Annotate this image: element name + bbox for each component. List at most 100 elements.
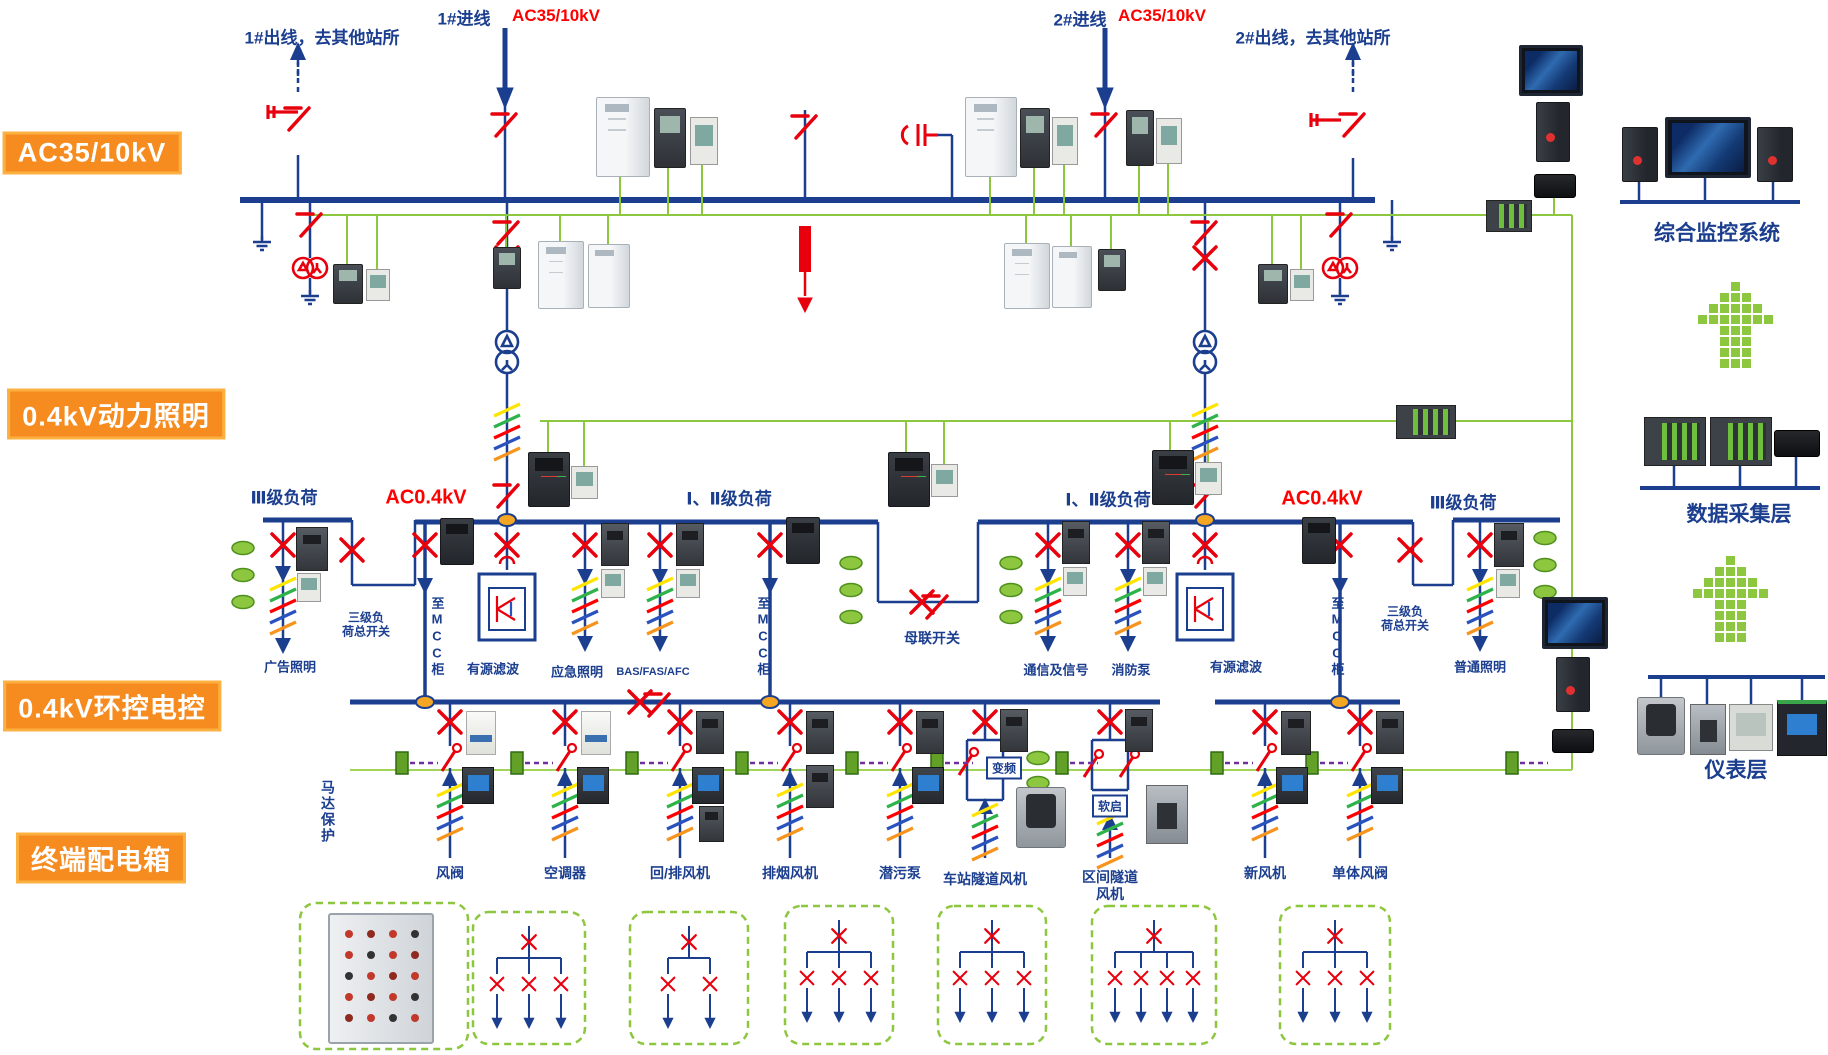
power-meter-image: [571, 466, 598, 499]
protection-relay-image: [1098, 249, 1126, 291]
label-bus-tie: 母联开关: [904, 630, 960, 646]
computer-tower-image: [1757, 127, 1793, 182]
power-meter-image: [1496, 569, 1520, 598]
label-vfd-box: 变频: [985, 756, 1023, 780]
panel-meter-image: [692, 767, 724, 804]
power-meter-image: [1156, 118, 1182, 164]
multifunction-meter-image: [1729, 704, 1773, 751]
computer-tower-image: [1536, 102, 1570, 162]
label-emergency-lighting: 应急照明: [550, 664, 604, 680]
label-bas-fas-afc: BAS/FAS/AFC: [616, 666, 690, 678]
label-single-air-valve: 单体风阀: [1332, 865, 1388, 881]
protection-relay-image: [493, 247, 521, 289]
label-soft-start-box: 软启: [1091, 794, 1129, 818]
molded-case-breaker-image: [916, 711, 944, 754]
protection-relay-image: [654, 108, 686, 168]
label-instrument-layer: 仪表层: [1704, 759, 1768, 782]
switchgear-cabinet-image: [538, 241, 584, 309]
mcb-breaker-image: [466, 711, 496, 755]
panel-meter-image: [1371, 767, 1403, 804]
air-circuit-breaker-image: [440, 518, 474, 565]
label-smoke-fan: 排烟风机: [762, 865, 818, 881]
molded-case-breaker-image: [1142, 521, 1170, 564]
label-data-acquisition-layer: 数据采集层: [1686, 503, 1792, 526]
air-circuit-breaker-image: [1152, 450, 1194, 505]
panel-meter-image: [577, 767, 609, 804]
protection-relay-image: [1020, 108, 1050, 168]
protection-relay-image: [1126, 110, 1154, 166]
power-meter-image: [1143, 567, 1167, 596]
label-load3-right: Ⅲ级负荷: [1429, 493, 1497, 513]
label-outgoing-1: 1#出线，去其他站所: [244, 28, 400, 48]
power-meter-image: [1290, 269, 1314, 301]
protection-relay-image: [333, 264, 363, 304]
molded-case-breaker-image: [676, 523, 704, 566]
label-l3-main-switch-right: 三级负 荷总开关: [1380, 604, 1430, 633]
label-load3-left: Ⅲ级负荷: [250, 488, 318, 508]
label-ac04-right: AC0.4kV: [1281, 487, 1363, 510]
switchgear-cabinet-image: [1004, 243, 1050, 309]
power-meter-image: [1052, 117, 1078, 165]
switchgear-cabinet-image: [596, 97, 650, 177]
molded-case-breaker-image: [1376, 711, 1404, 754]
network-switch-image: [1534, 174, 1576, 198]
label-interval-tunnel-fan: 区间隧道 风机: [1082, 869, 1138, 902]
label-active-filter-left: 有源滤波: [466, 661, 520, 677]
soft-starter-image: [1690, 704, 1726, 755]
label-sewage-pump: 潜污泵: [879, 865, 921, 881]
switchgear-cabinet-image: [1052, 246, 1092, 308]
label-incoming-2-voltage: AC35/10kV: [1118, 6, 1206, 25]
switchgear-cabinet-image: [965, 97, 1017, 177]
label-active-filter-right: 有源滤波: [1209, 659, 1263, 675]
label-load12-right: Ⅰ、Ⅱ级负荷: [1065, 490, 1151, 510]
power-meter-image: [1195, 462, 1222, 495]
digital-meter-image: [1777, 700, 1827, 756]
label-normal-lighting: 普通照明: [1453, 659, 1507, 675]
air-circuit-breaker-image: [528, 452, 570, 507]
section-04-env: 0.4kV环控电控: [3, 680, 221, 732]
label-to-mcc-3: 至MCC柜: [1329, 596, 1345, 678]
molded-case-breaker-image: [1062, 521, 1090, 564]
label-fire-pump: 消防泵: [1111, 662, 1151, 678]
mcb-breaker-image: [581, 711, 611, 755]
label-motor-protection: 马达保护: [320, 780, 336, 844]
plc-module-image: [1644, 417, 1706, 466]
panel-meter-image: [1276, 767, 1308, 804]
label-l3-main-switch-left: 三级负 荷总开关: [341, 610, 391, 639]
monitor-image: [1542, 597, 1608, 649]
label-load12-left: Ⅰ、Ⅱ级负荷: [686, 489, 772, 509]
label-incoming-2: 2#进线: [1053, 10, 1107, 30]
molded-case-breaker-image: [696, 711, 724, 754]
label-comm-signal: 通信及信号: [1023, 662, 1089, 678]
power-meter-image: [1063, 567, 1087, 596]
molded-case-breaker-image: [699, 806, 724, 842]
power-meter-image: [366, 269, 390, 301]
power-meter-image: [297, 573, 321, 602]
network-switch-image: [1552, 729, 1594, 753]
section-ac35: AC35/10kV: [2, 131, 182, 175]
label-to-mcc-2: 至MCC柜: [755, 596, 771, 678]
label-ad-lighting: 广告照明: [263, 659, 317, 675]
label-station-tunnel-fan: 车站隧道风机: [943, 871, 1027, 887]
molded-case-breaker-image: [1000, 709, 1028, 752]
vfd-image: [1637, 697, 1685, 755]
power-meter-image: [931, 464, 958, 497]
section-04-power: 0.4kV动力照明: [7, 388, 225, 440]
air-circuit-breaker-image: [786, 517, 820, 564]
label-fresh-air-fan: 新风机: [1244, 865, 1286, 881]
plc-module-image: [1396, 405, 1456, 439]
section-terminal: 终端配电箱: [16, 832, 186, 884]
power-meter-image: [676, 569, 700, 598]
monitor-image: [1665, 117, 1751, 178]
molded-case-breaker-image: [601, 523, 629, 566]
power-meter-image: [690, 117, 718, 165]
panel-meter-image: [462, 767, 494, 804]
vfd-image: [1016, 787, 1066, 848]
network-switch-image: [1774, 430, 1820, 457]
label-return-exhaust-fan: 回/排风机: [650, 865, 710, 881]
molded-case-breaker-image: [806, 711, 834, 754]
label-outgoing-2: 2#出线，去其他站所: [1235, 28, 1391, 48]
panel-meter-image: [912, 767, 944, 804]
